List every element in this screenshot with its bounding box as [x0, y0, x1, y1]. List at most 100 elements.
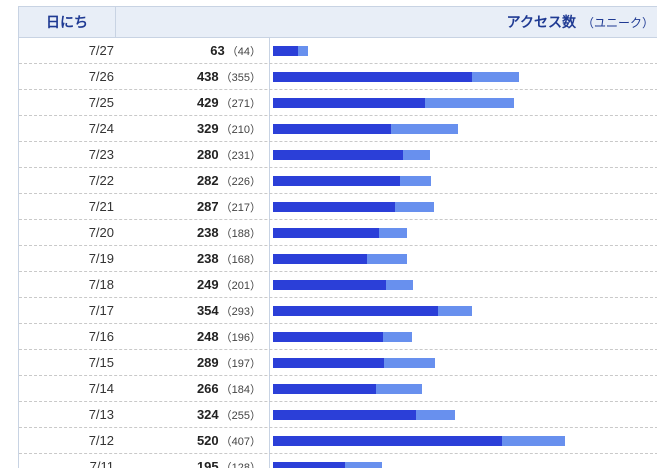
row-counts: 249 （201）	[116, 272, 261, 298]
row-date: 7/12	[88, 433, 114, 448]
total-visits-bar	[273, 358, 435, 368]
row-total-visits: 282	[196, 173, 219, 188]
row-total-visits: 238	[196, 225, 219, 240]
row-unique-visits: （201）	[220, 280, 261, 292]
row-counts: 282 （226）	[116, 168, 261, 194]
row-date: 7/13	[88, 407, 114, 422]
row-counts: 289 （197）	[116, 350, 261, 376]
row-counts: 429 （271）	[116, 90, 261, 116]
unique-visits-bar	[273, 228, 379, 238]
row-total-visits: 266	[196, 381, 219, 396]
table-row: 7/25 429 （271）	[19, 90, 657, 116]
row-counts: 329 （210）	[116, 116, 261, 142]
row-total-visits: 238	[196, 251, 219, 266]
unique-visits-bar	[273, 202, 395, 212]
row-counts: 287 （217）	[116, 194, 261, 220]
row-unique-visits: （196）	[220, 332, 261, 344]
row-date: 7/18	[88, 277, 114, 292]
unique-visits-bar	[273, 124, 391, 134]
table-row: 7/19 238 （168）	[19, 246, 657, 272]
table-row: 7/11 195 （128）	[19, 454, 657, 468]
total-visits-bar	[273, 176, 431, 186]
total-visits-bar	[273, 150, 430, 160]
row-counts: 238 （168）	[116, 246, 261, 272]
total-visits-bar	[273, 46, 308, 56]
table-row: 7/23 280 （231）	[19, 142, 657, 168]
unique-visits-bar	[273, 306, 438, 316]
row-date: 7/19	[88, 251, 114, 266]
unique-visits-bar	[273, 410, 416, 420]
row-unique-visits: （44）	[226, 46, 261, 58]
row-total-visits: 438	[196, 69, 219, 84]
unique-visits-bar	[273, 332, 383, 342]
total-visits-bar	[273, 306, 472, 316]
row-total-visits: 195	[196, 459, 219, 468]
unique-visits-bar	[273, 384, 376, 394]
row-total-visits: 248	[196, 329, 219, 344]
row-unique-visits: （255）	[220, 410, 261, 422]
row-counts: 63 （44）	[116, 38, 261, 64]
table-row: 7/22 282 （226）	[19, 168, 657, 194]
row-unique-visits: （271）	[220, 98, 261, 110]
table-row: 7/27 63 （44）	[19, 38, 657, 64]
row-unique-visits: （293）	[220, 306, 261, 318]
date-column-header[interactable]: 日にち	[19, 7, 116, 37]
row-date: 7/26	[88, 69, 114, 84]
unique-visits-bar	[273, 462, 345, 468]
row-date: 7/25	[88, 95, 114, 110]
total-visits-bar	[273, 332, 412, 342]
row-total-visits: 287	[196, 199, 219, 214]
row-unique-visits: （407）	[220, 436, 261, 448]
row-date: 7/24	[88, 121, 114, 136]
row-counts: 438 （355）	[116, 64, 261, 90]
row-unique-visits: （197）	[220, 358, 261, 370]
total-visits-bar	[273, 436, 565, 446]
row-date: 7/14	[88, 381, 114, 396]
table-row: 7/16 248 （196）	[19, 324, 657, 350]
table-row: 7/21 287 （217）	[19, 194, 657, 220]
unique-visits-bar	[273, 72, 472, 82]
row-date: 7/11	[89, 459, 114, 468]
row-total-visits: 63	[210, 43, 225, 58]
row-total-visits: 324	[196, 407, 219, 422]
total-visits-bar	[273, 72, 519, 82]
unique-visits-bar	[273, 150, 403, 160]
column-divider	[269, 38, 270, 468]
table-row: 7/20 238 （188）	[19, 220, 657, 246]
row-total-visits: 520	[196, 433, 219, 448]
row-unique-visits: （188）	[220, 228, 261, 240]
row-total-visits: 329	[196, 121, 219, 136]
row-date: 7/27	[88, 43, 114, 58]
total-visits-bar	[273, 410, 455, 420]
table-row: 7/18 249 （201）	[19, 272, 657, 298]
row-date: 7/23	[88, 147, 114, 162]
row-counts: 520 （407）	[116, 428, 261, 454]
visits-column-header[interactable]: アクセス数 （ユニーク）	[507, 7, 654, 37]
row-date: 7/16	[88, 329, 114, 344]
unique-visits-bar	[273, 280, 386, 290]
row-counts: 238 （188）	[116, 220, 261, 246]
row-total-visits: 289	[196, 355, 219, 370]
row-unique-visits: （184）	[220, 384, 261, 396]
row-total-visits: 280	[196, 147, 219, 162]
total-visits-bar	[273, 228, 407, 238]
table-row: 7/12 520 （407）	[19, 428, 657, 454]
row-unique-visits: （231）	[220, 150, 261, 162]
row-unique-visits: （217）	[220, 202, 261, 214]
row-counts: 248 （196）	[116, 324, 261, 350]
total-visits-bar	[273, 202, 434, 212]
visits-column-label: アクセス数	[506, 14, 576, 30]
unique-visits-bar	[273, 358, 384, 368]
access-stats-table: 日にち アクセス数 （ユニーク） 7/27 63 （44） 7/26 438 （355） 7/…	[18, 6, 657, 468]
row-date: 7/22	[88, 173, 114, 188]
row-unique-visits: （226）	[220, 176, 261, 188]
row-date: 7/17	[88, 303, 114, 318]
row-unique-visits: （210）	[220, 124, 261, 136]
row-date: 7/15	[88, 355, 114, 370]
row-total-visits: 249	[196, 277, 219, 292]
row-counts: 266 （184）	[116, 376, 261, 402]
table-header: 日にち アクセス数 （ユニーク）	[19, 7, 657, 38]
unique-column-label: （ユニーク）	[581, 16, 654, 30]
total-visits-bar	[273, 384, 422, 394]
total-visits-bar	[273, 124, 458, 134]
